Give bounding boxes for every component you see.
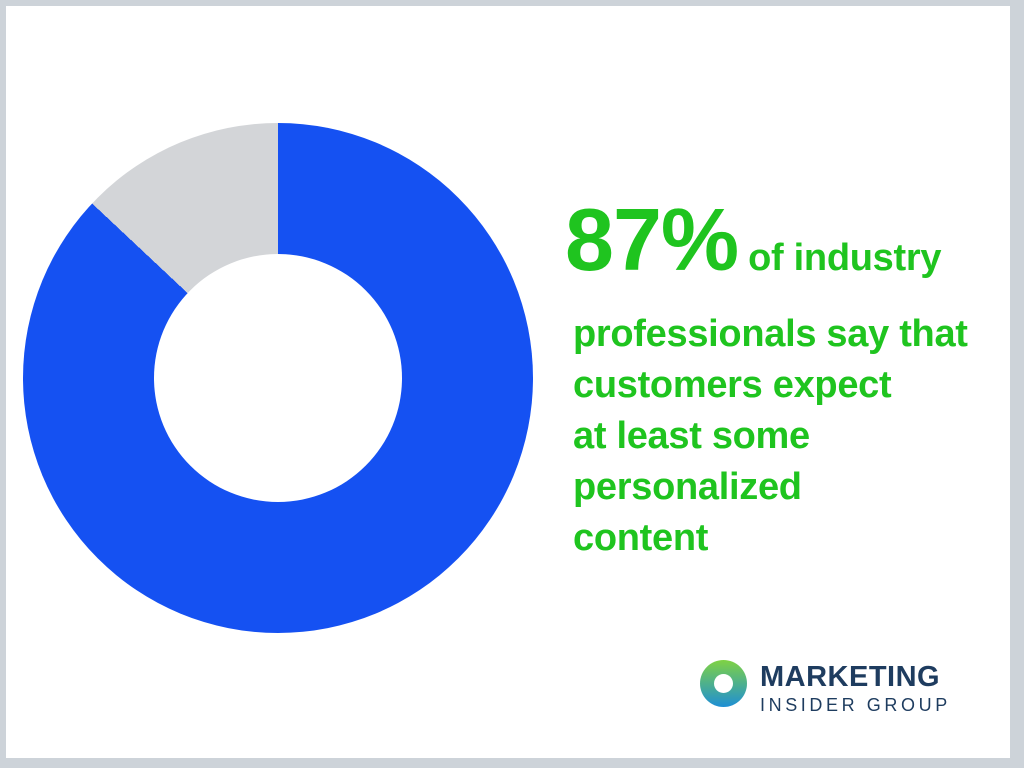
headline-line-3: customers expect [573, 364, 892, 406]
donut-chart [23, 123, 533, 633]
slide-canvas: 87% of industry professionals say that cu… [6, 6, 1010, 758]
brand-name: MARKETING [760, 661, 941, 693]
headline-line-1: 87% of industry [565, 196, 995, 295]
brand-logo-text: MARKETING INSIDER GROUP [760, 660, 951, 716]
stat-value: 87% [565, 190, 739, 289]
donut-hole [154, 254, 402, 502]
headline: 87% of industry professionals say that cu… [565, 196, 995, 564]
ring-hole [714, 674, 733, 693]
headline-line-6: content [573, 517, 709, 559]
brand-subname: INSIDER GROUP [760, 695, 951, 715]
stat-suffix: of industry [748, 237, 942, 279]
headline-line-4: at least some [573, 415, 810, 457]
brand-logo: MARKETING INSIDER GROUP [700, 660, 951, 716]
gradient-ring-icon [700, 660, 747, 707]
headline-line-2: professionals say that [573, 313, 968, 355]
headline-line-5: personalized [573, 466, 802, 508]
